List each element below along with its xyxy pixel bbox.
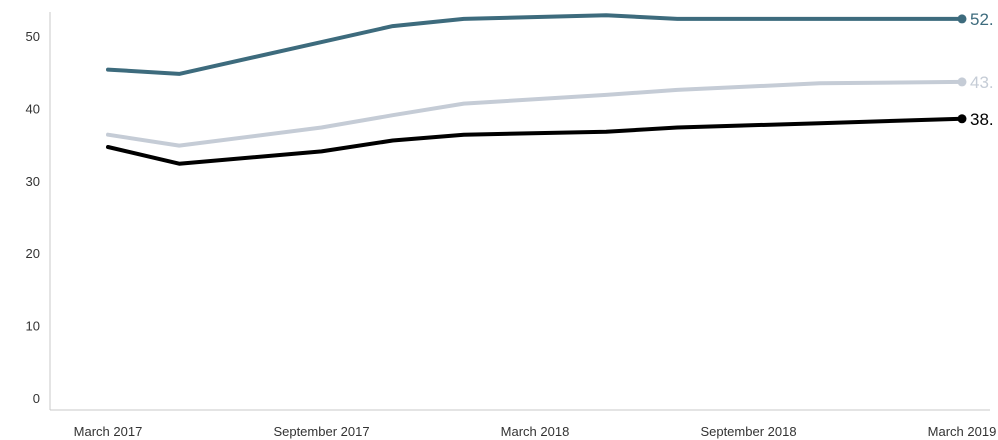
series-line-3	[106, 116, 964, 166]
x-tick-label: March 2017	[74, 424, 143, 439]
y-tick-label: 40	[26, 101, 40, 116]
y-tick-label: 50	[26, 29, 40, 44]
chart-series: 52. 43. 38.	[106, 10, 994, 166]
series-end-marker-2	[957, 77, 967, 87]
y-tick-label: 30	[26, 174, 40, 189]
x-tick-label: March 2018	[501, 424, 570, 439]
y-tick-label: 20	[26, 246, 40, 261]
y-tick-label: 10	[26, 319, 40, 334]
x-tick-label: September 2018	[700, 424, 796, 439]
x-tick-label: September 2017	[273, 424, 369, 439]
chart-axes: 0 10 20 30 40 50 March 2017 September 2017 March…	[26, 12, 997, 439]
x-tick-label: March 2019	[928, 424, 997, 439]
series-line-2	[106, 79, 964, 148]
series-line-1	[106, 13, 964, 76]
series-end-label-2: 43.	[970, 73, 994, 92]
series-end-label-3: 38.	[970, 110, 994, 129]
series-end-marker-3	[957, 114, 967, 124]
series-end-label-1: 52.	[970, 10, 994, 29]
y-tick-label: 0	[33, 391, 40, 406]
series-end-marker-1	[957, 14, 967, 24]
